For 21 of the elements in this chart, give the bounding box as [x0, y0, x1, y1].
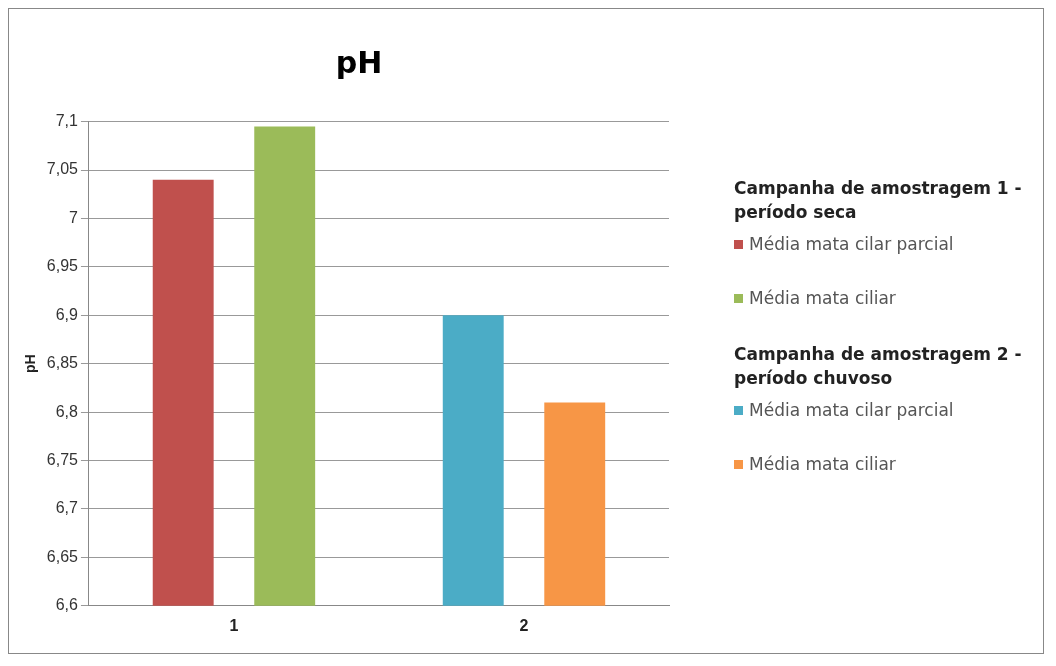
chart-title: pH [334, 45, 384, 80]
text: Campanha de amostragem 1 - período seca [734, 177, 1023, 224]
legend-label: Média mata cilar parcial [749, 400, 954, 420]
x-tick-label: 2 [519, 616, 529, 634]
text: Campanha de amostragem 2 - período chuvoso [734, 343, 1023, 390]
x-tick-label: 1 [229, 616, 239, 634]
y-tick-label: 6,9 [55, 305, 79, 323]
y-tick-label: 6,65 [46, 547, 79, 565]
legend-label: Média mata ciliar [749, 288, 896, 308]
y-tick-label: 6,8 [55, 402, 79, 420]
y-tick-label: 6,85 [46, 354, 79, 372]
y-tick-label: 6,6 [55, 596, 79, 614]
y-tick-label: 7 [69, 208, 79, 226]
y-tick-label: 7,05 [46, 160, 79, 178]
y-axis-title: pH [22, 354, 39, 374]
y-tick-label: 6,75 [46, 450, 79, 468]
y-tick-label: 7,1 [55, 112, 79, 130]
y-tick-label: 6,95 [46, 257, 79, 275]
y-tick-label: 6,7 [55, 499, 79, 517]
legend-label: Média mata cilar parcial [749, 234, 954, 254]
legend-label: Média mata ciliar [749, 454, 896, 474]
